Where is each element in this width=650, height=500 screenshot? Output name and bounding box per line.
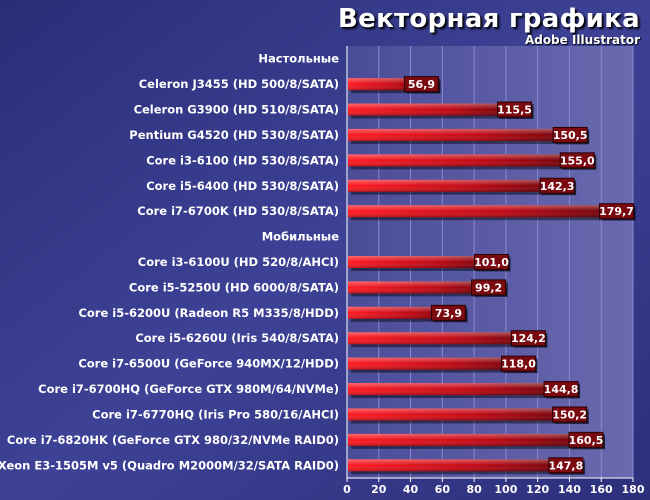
category-label: Core i3-6100U (HD 520/8/AHCI) (138, 255, 339, 269)
x-tick-label: 20 (371, 483, 387, 496)
value-box (543, 381, 579, 398)
value-label: 118,0 (501, 358, 536, 371)
x-tick-label: 140 (558, 483, 581, 496)
value-label: 124,2 (511, 332, 546, 345)
bar-highlight (348, 205, 633, 218)
bar-highlight (348, 179, 574, 192)
category-label: Core i3-6100 (HD 530/8/SATA) (146, 153, 339, 167)
bar-highlight (348, 103, 531, 116)
bar-highlight (348, 357, 535, 370)
value-label: 147,8 (548, 459, 583, 472)
x-tick-label: 100 (494, 483, 517, 496)
value-label: 150,2 (552, 408, 587, 421)
group-label: Мобильные (262, 230, 339, 244)
value-box (473, 254, 509, 270)
x-tick-label: 180 (622, 483, 645, 496)
value-box (552, 126, 588, 143)
category-label: Core i7-6700HQ (GeForce GTX 980M/64/NVMe… (38, 382, 339, 396)
category-label: Xeon E3-1505M v5 (Quadro M2000M/32/SATA … (0, 458, 339, 472)
value-box (403, 76, 439, 93)
category-label: Celeron G3900 (HD 510/8/SATA) (134, 103, 339, 117)
x-tick-label: 120 (526, 483, 549, 496)
value-label: 142,3 (540, 180, 575, 193)
value-label: 179,7 (599, 205, 634, 218)
value-box (500, 355, 536, 372)
bar-highlight (348, 154, 594, 167)
x-tick-label: 80 (466, 483, 482, 496)
category-label: Core i7-6500U (GeForce 940MX/12/HDD) (78, 357, 339, 371)
value-label: 144,8 (544, 383, 579, 396)
value-label: 150,5 (553, 129, 588, 142)
bar-highlight (348, 332, 545, 345)
category-label: Core i7-6700K (HD 530/8/SATA) (137, 204, 339, 218)
value-label: 101,0 (474, 256, 509, 269)
value-box (552, 406, 588, 423)
group-label: Настольные (258, 52, 339, 66)
bar-rows: Настольные Celeron J3455 (HD 500/8/SATA) 5… (0, 52, 636, 475)
category-label: Core i5-6400 (HD 530/8/SATA) (146, 179, 339, 193)
bar-highlight (348, 459, 582, 472)
value-box (510, 330, 546, 347)
value-label: 160,5 (569, 434, 604, 447)
bar-highlight (348, 128, 587, 141)
bar-highlight (348, 433, 603, 446)
value-box (559, 152, 595, 169)
x-tick-label: 160 (590, 483, 613, 496)
category-label: Core i5-5250U (HD 6000/8/SATA) (129, 280, 339, 294)
x-tick-label: 40 (403, 483, 419, 496)
category-label: Core i7-6770HQ (Iris Pro 580/16/AHCI) (92, 407, 339, 421)
category-label: Pentium G4520 (HD 530/8/SATA) (129, 128, 339, 142)
value-box (430, 304, 466, 321)
category-label: Celeron J3455 (HD 500/8/SATA) (139, 77, 339, 91)
value-box (539, 177, 575, 194)
bar-highlight (348, 383, 578, 396)
bar-highlight (348, 256, 508, 268)
value-label: 73,9 (435, 307, 462, 320)
title-block: Векторная графика Adobe Illustrator (338, 4, 640, 47)
value-box (548, 457, 584, 474)
chart-subtitle: Adobe Illustrator (524, 33, 640, 47)
value-label: 155,0 (560, 154, 595, 167)
value-label: 99,2 (475, 281, 502, 294)
value-label: 56,9 (408, 78, 435, 91)
category-label: Core i5-6260U (Iris 540/8/SATA) (135, 331, 339, 345)
value-box (568, 431, 604, 448)
x-tick-label: 0 (343, 483, 351, 496)
x-tick-label: 60 (435, 483, 451, 496)
bar-highlight (348, 408, 586, 421)
category-label: Core i7-6820HK (GeForce GTX 980/32/NVMe … (7, 433, 339, 447)
value-box (497, 101, 533, 118)
chart-title: Векторная графика (338, 4, 640, 34)
value-box (599, 203, 635, 220)
category-label: Core i5-6200U (Radeon R5 M335/8/HDD) (78, 306, 339, 320)
value-label: 115,5 (497, 104, 532, 117)
value-box (471, 279, 507, 296)
bar-highlight (348, 281, 505, 294)
x-axis-ticks: 0 20 40 60 80 100 120 140 160 180 (343, 478, 645, 496)
